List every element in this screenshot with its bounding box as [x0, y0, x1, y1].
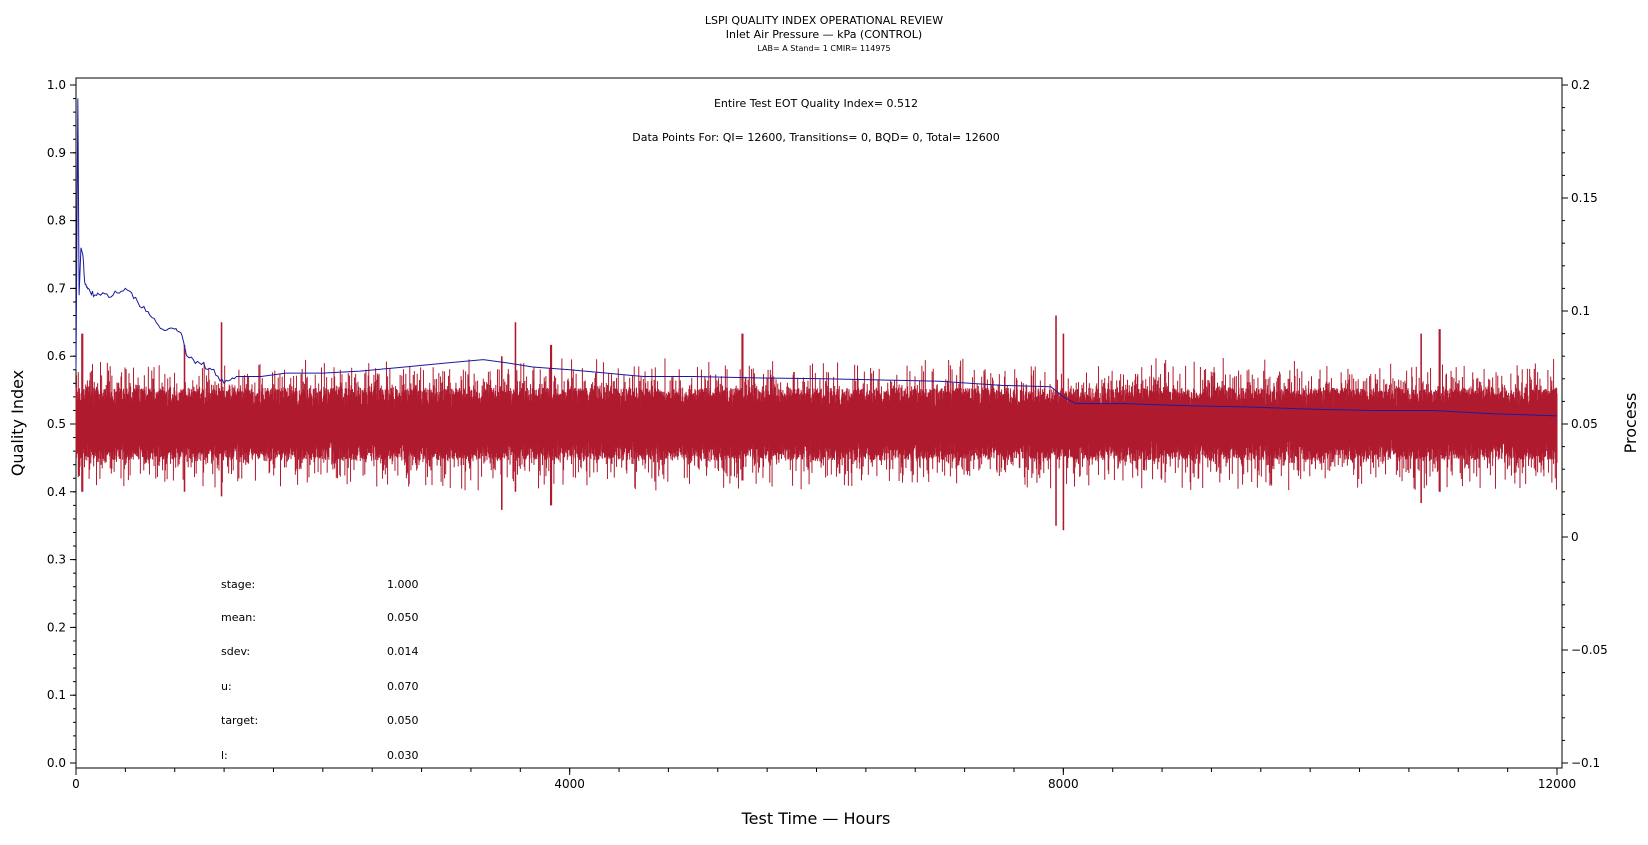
stat-label: u: — [221, 680, 232, 693]
stat-value: 0.014 — [387, 645, 419, 658]
axis-ticks: 0.0 0.1 0.2 0.3 0.4 0.5 0.6 0.7 0.8 0.9 1.0 −0.1 −0.… — [47, 78, 1608, 791]
x-tick-label: 12000 — [1538, 777, 1576, 791]
y-left-tick-label: 0.7 — [47, 281, 66, 295]
quality-index-annotation: Entire Test EOT Quality Index= 0.512 — [714, 97, 918, 110]
y-right-tick-label: 0.05 — [1571, 417, 1598, 431]
y-left-tick-label: 0.3 — [47, 553, 66, 567]
chart-title: LSPI QUALITY INDEX OPERATIONAL REVIEW — [705, 14, 943, 27]
y-right-tick-label: −0.05 — [1571, 643, 1608, 657]
y-right-tick-label: 0.2 — [1571, 78, 1590, 92]
y-left-tick-label: 0.4 — [47, 485, 66, 499]
stat-value: 0.050 — [387, 611, 419, 624]
process-series — [75, 315, 1558, 531]
x-tick-label: 8000 — [1048, 777, 1079, 791]
y-left-tick-label: 0.1 — [47, 688, 66, 702]
y-right-tick-label: 0 — [1571, 530, 1579, 544]
x-axis-label: Test Time — Hours — [741, 809, 891, 828]
x-tick-label: 4000 — [554, 777, 585, 791]
y-left-tick-label: 0.5 — [47, 417, 66, 431]
stat-label: target: — [221, 714, 258, 727]
y-left-tick-label: 0.8 — [47, 214, 66, 228]
chart-subsubtitle: LAB= A Stand= 1 CMIR= 114975 — [757, 44, 890, 53]
quality-index-line — [75, 98, 1558, 417]
process-core — [75, 387, 1558, 461]
chart-subtitle: Inlet Air Pressure — kPa (CONTROL) — [726, 28, 922, 41]
stat-value: 1.000 — [387, 578, 419, 591]
stat-label: sdev: — [221, 645, 250, 658]
y-right-tick-label: −0.1 — [1571, 756, 1600, 770]
stat-value: 0.050 — [387, 714, 419, 727]
stat-label: mean: — [221, 611, 256, 624]
quality-index-series — [75, 98, 1558, 417]
y-left-tick-label: 0.2 — [47, 620, 66, 634]
stats-table: stage: 1.000 mean: 0.050 sdev: 0.014 u: 0.070 ta… — [221, 578, 419, 762]
y-left-tick-label: 1.0 — [47, 78, 66, 92]
y-axis-right-label: Process — [1621, 393, 1640, 454]
stat-label: l: — [221, 749, 228, 762]
y-left-tick-label: 0.0 — [47, 756, 66, 770]
y-right-tick-label: 0.15 — [1571, 191, 1598, 205]
y-right-tick-label: 0.1 — [1571, 304, 1590, 318]
y-left-tick-label: 0.6 — [47, 349, 66, 363]
stat-value: 0.070 — [387, 680, 419, 693]
stat-value: 0.030 — [387, 749, 419, 762]
x-tick-label: 0 — [72, 777, 80, 791]
y-left-tick-label: 0.9 — [47, 146, 66, 160]
stat-label: stage: — [221, 578, 255, 591]
data-points-annotation: Data Points For: QI= 12600, Transitions=… — [632, 131, 1000, 144]
y-axis-left-label: Quality Index — [8, 370, 27, 476]
